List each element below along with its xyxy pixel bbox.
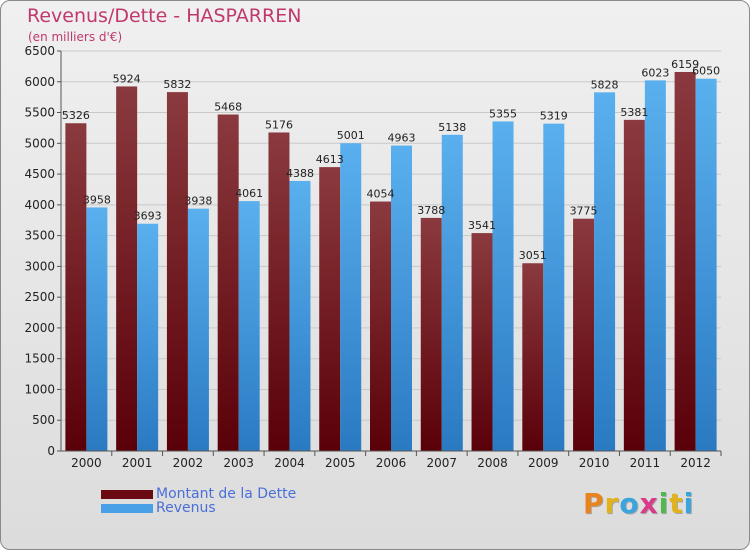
bar-debt [166, 92, 188, 451]
data-label-revenus: 3938 [184, 195, 212, 208]
y-tick-label: 2500 [24, 290, 55, 304]
data-label-revenus: 5355 [489, 107, 517, 120]
data-label-revenus: 3958 [83, 193, 111, 206]
y-tick-label: 6000 [24, 75, 55, 89]
data-label-revenus: 6050 [692, 65, 720, 78]
legend-item-debt: Montant de la Dette [101, 486, 297, 502]
x-tick-label: 2005 [325, 456, 356, 470]
data-label-revenus: 5828 [591, 78, 619, 91]
bar-debt [65, 123, 87, 451]
data-label-debt: 4054 [367, 188, 395, 201]
bar-debt [420, 217, 442, 451]
bar-revenus [289, 180, 311, 451]
bar-debt [319, 167, 341, 451]
legend-label-revenus: Revenus [156, 500, 216, 516]
data-label-debt: 5176 [265, 118, 293, 131]
data-label-debt: 3775 [570, 205, 598, 218]
data-label-debt: 5326 [62, 109, 90, 122]
legend-swatch-revenus [101, 503, 153, 513]
x-tick-label: 2001 [122, 456, 153, 470]
bar-debt [674, 71, 696, 451]
data-label-revenus: 4388 [286, 167, 314, 180]
data-label-revenus: 4963 [388, 132, 416, 145]
x-tick-label: 2000 [71, 456, 102, 470]
y-tick-label: 3500 [24, 229, 55, 243]
page-title: Revenus/Dette - HASPARREN [27, 5, 302, 27]
data-label-debt: 3541 [468, 219, 496, 232]
bar-revenus [543, 123, 565, 451]
bar-debt [573, 218, 595, 451]
y-tick-label: 4500 [24, 167, 55, 181]
x-tick-label: 2004 [274, 456, 305, 470]
y-tick-label: 5500 [24, 106, 55, 120]
legend-label-debt: Montant de la Dette [156, 486, 297, 502]
bar-revenus [187, 208, 209, 451]
legend-item-revenus: Revenus [101, 500, 296, 516]
y-tick-label: 6500 [24, 44, 55, 58]
data-label-revenus: 4061 [235, 187, 263, 200]
bar-debt [522, 263, 544, 451]
bar-revenus [340, 143, 362, 451]
data-label-debt: 5924 [113, 72, 141, 85]
bar-revenus [391, 145, 412, 452]
x-tick-label: 2008 [477, 456, 508, 470]
x-tick-label: 2010 [579, 456, 610, 470]
x-tick-label: 2011 [630, 456, 661, 470]
x-tick-label: 2012 [680, 456, 711, 470]
bar-revenus [644, 80, 666, 451]
bar-revenus [137, 223, 159, 451]
data-label-debt: 5468 [214, 101, 242, 114]
bar-revenus [492, 121, 514, 451]
x-tick-label: 2007 [426, 456, 457, 470]
x-tick-label: 2006 [376, 456, 407, 470]
bar-debt [268, 132, 290, 451]
legend-swatch-debt [101, 489, 153, 499]
data-label-debt: 3788 [417, 204, 445, 217]
bar-revenus [441, 134, 463, 452]
data-label-debt: 5381 [620, 106, 648, 119]
data-label-revenus: 6023 [641, 66, 669, 79]
proxiti-logo: Proxiti [583, 487, 694, 520]
logo-letter: x [639, 487, 659, 520]
legend: Montant de la Dette Revenus [101, 486, 297, 516]
x-tick-label: 2002 [173, 456, 204, 470]
logo-letter: i [683, 487, 695, 520]
y-tick-label: 5000 [24, 136, 55, 150]
data-label-revenus: 3693 [134, 210, 162, 223]
y-tick-label: 3000 [24, 259, 55, 273]
bar-debt [471, 233, 493, 451]
y-tick-label: 4000 [24, 198, 55, 212]
logo-letter: P [583, 487, 605, 520]
x-tick-label: 2003 [223, 456, 254, 470]
data-label-revenus: 5138 [438, 121, 466, 134]
data-label-revenus: 5001 [337, 129, 365, 142]
chart-subtitle: (en milliers d'€) [28, 30, 123, 44]
y-tick-label: 2000 [24, 321, 55, 335]
bar-revenus [594, 92, 616, 451]
logo-letter: o [619, 487, 640, 520]
bar-debt [623, 119, 645, 451]
x-tick-label: 2009 [528, 456, 559, 470]
y-tick-label: 500 [32, 413, 55, 427]
logo-letter: r [604, 487, 620, 520]
bar-revenus [695, 78, 717, 451]
logo-letter: i [658, 487, 670, 520]
data-label-debt: 4613 [316, 153, 344, 166]
logo-letter: t [669, 487, 684, 520]
y-tick-label: 1000 [24, 382, 55, 396]
data-label-debt: 6159 [671, 58, 699, 71]
data-label-debt: 3051 [519, 249, 547, 262]
bar-debt [370, 201, 391, 451]
data-label-debt: 5832 [163, 78, 191, 91]
y-tick-label: 0 [47, 444, 55, 458]
bar-revenus [238, 201, 260, 451]
data-label-revenus: 5319 [540, 110, 568, 123]
y-tick-label: 1500 [24, 352, 55, 366]
bar-debt [116, 86, 138, 451]
bar-revenus [86, 207, 108, 451]
bar-debt [217, 114, 239, 451]
